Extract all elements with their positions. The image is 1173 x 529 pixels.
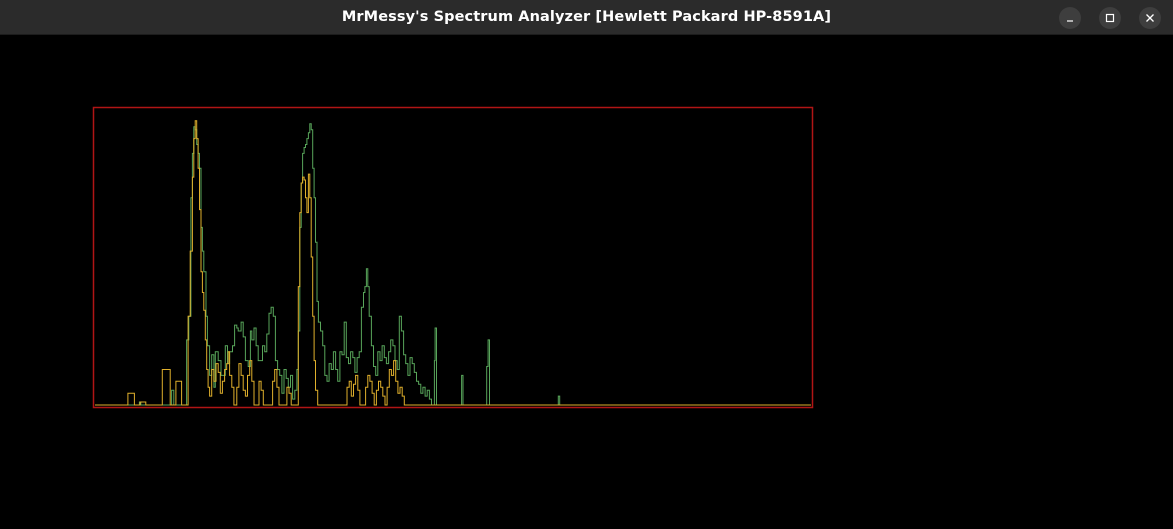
plot-frame <box>92 106 814 409</box>
analyzer-canvas-area <box>0 35 1173 529</box>
minimize-button[interactable] <box>1059 7 1081 29</box>
maximize-icon <box>1105 13 1115 23</box>
spectrum-trace-1 <box>95 123 811 406</box>
close-button[interactable] <box>1139 7 1161 29</box>
spectrum-display <box>92 106 814 409</box>
spectrum-trace-2 <box>95 120 811 406</box>
window-title: MrMessy's Spectrum Analyzer [Hewlett Pac… <box>341 9 832 25</box>
maximize-button[interactable] <box>1099 7 1121 29</box>
minimize-icon <box>1065 13 1075 23</box>
title-bar[interactable]: MrMessy's Spectrum Analyzer [Hewlett Pac… <box>0 0 1173 35</box>
close-icon <box>1145 13 1155 23</box>
trace-group <box>95 120 811 406</box>
